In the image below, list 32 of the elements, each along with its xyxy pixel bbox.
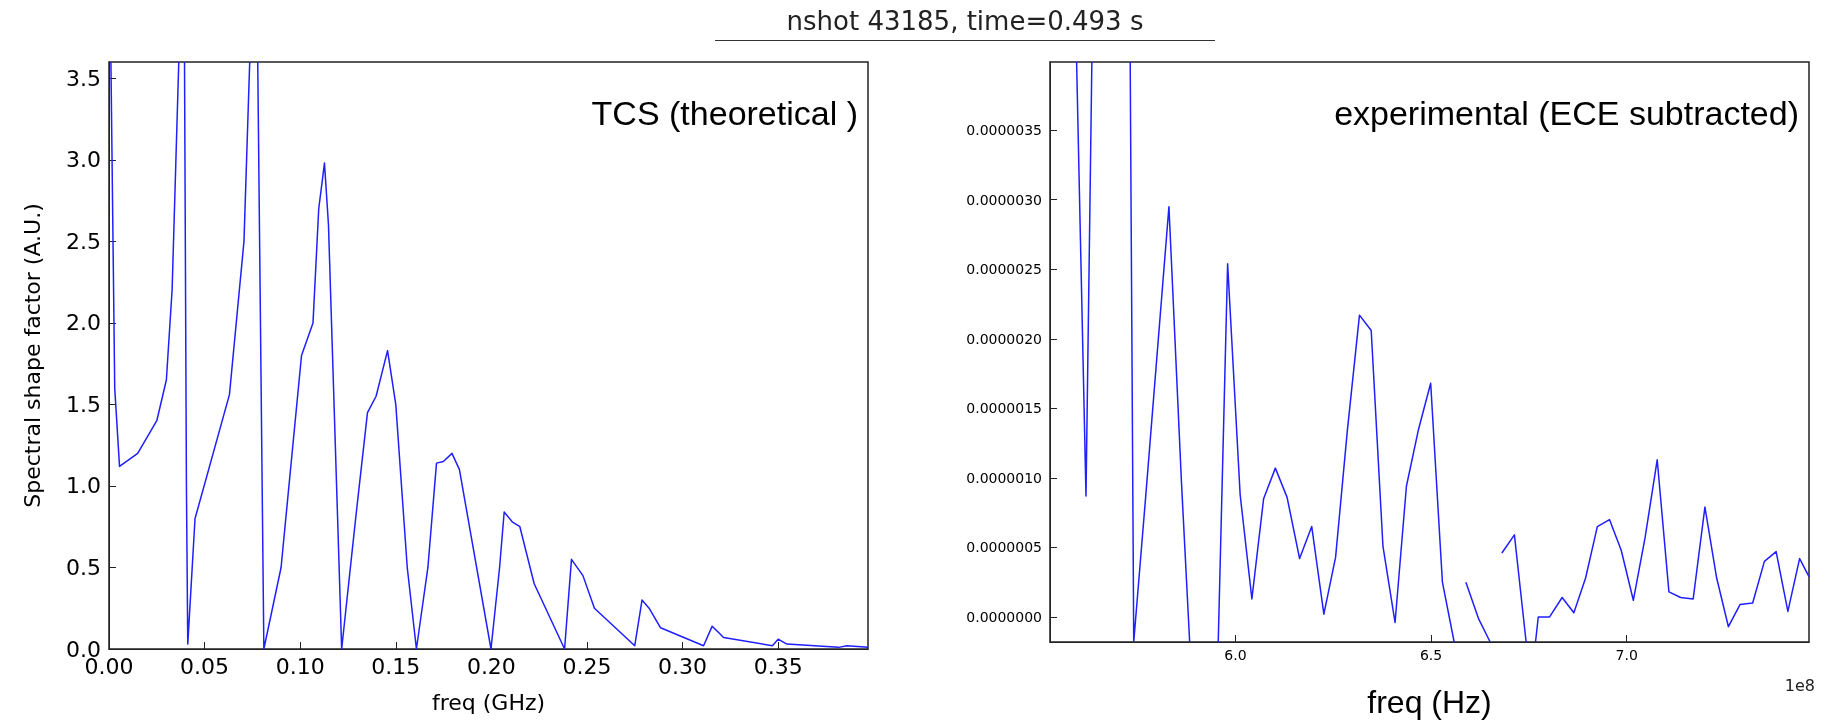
x-tick-label: 0.05 <box>180 653 230 679</box>
y-tick-label: 0.0000020 <box>966 330 1042 347</box>
x-tick-label: 0.15 <box>371 653 421 679</box>
y-tick-label: 0.0000015 <box>966 400 1042 417</box>
y-tick-label: 1.0 <box>66 473 101 499</box>
text: 1e8 <box>1784 675 1815 695</box>
x-axis-title: freq (GHz) <box>431 689 546 715</box>
x-tick-label: 6.5 <box>1419 647 1443 663</box>
annotation: experimental (ECE subtracted) <box>1334 94 1800 132</box>
x-tick-label: 0.35 <box>753 653 803 679</box>
x-tick-label: 0.25 <box>562 653 612 679</box>
y-tick-label: 1.5 <box>66 391 101 417</box>
y-tick-label: 0.0000035 <box>966 122 1042 139</box>
x-tick-label: 0.20 <box>466 653 516 679</box>
y-tick-label: 0.0000030 <box>966 191 1042 208</box>
y-tick-label: 3.5 <box>66 65 101 91</box>
y-tick-label: 2.0 <box>66 310 101 336</box>
x-axis-title: freq (Hz) <box>1367 684 1492 720</box>
y-tick-label: 0.0000005 <box>966 539 1042 556</box>
annotation: TCS (theoretical ) <box>591 94 858 132</box>
x-tick-label: 0.10 <box>275 653 325 679</box>
y-tick-label: 0.0000010 <box>966 469 1042 486</box>
y-tick-label: 0.5 <box>66 554 101 580</box>
y-tick-label: 3.0 <box>66 147 101 173</box>
x-tick-label: 7.0 <box>1615 647 1638 663</box>
y-tick-label: 2.5 <box>66 228 101 254</box>
x-tick-label: 0.30 <box>658 653 708 679</box>
y-tick-label: 0.0000000 <box>966 608 1042 625</box>
x-tick-label: 6.0 <box>1224 647 1247 663</box>
y-axis-title: Spectral shape factor (A.U.) <box>19 203 45 508</box>
y-tick-label: 0.0000025 <box>966 261 1042 278</box>
text: nshot 43185, time=0.493 s <box>715 6 1215 41</box>
